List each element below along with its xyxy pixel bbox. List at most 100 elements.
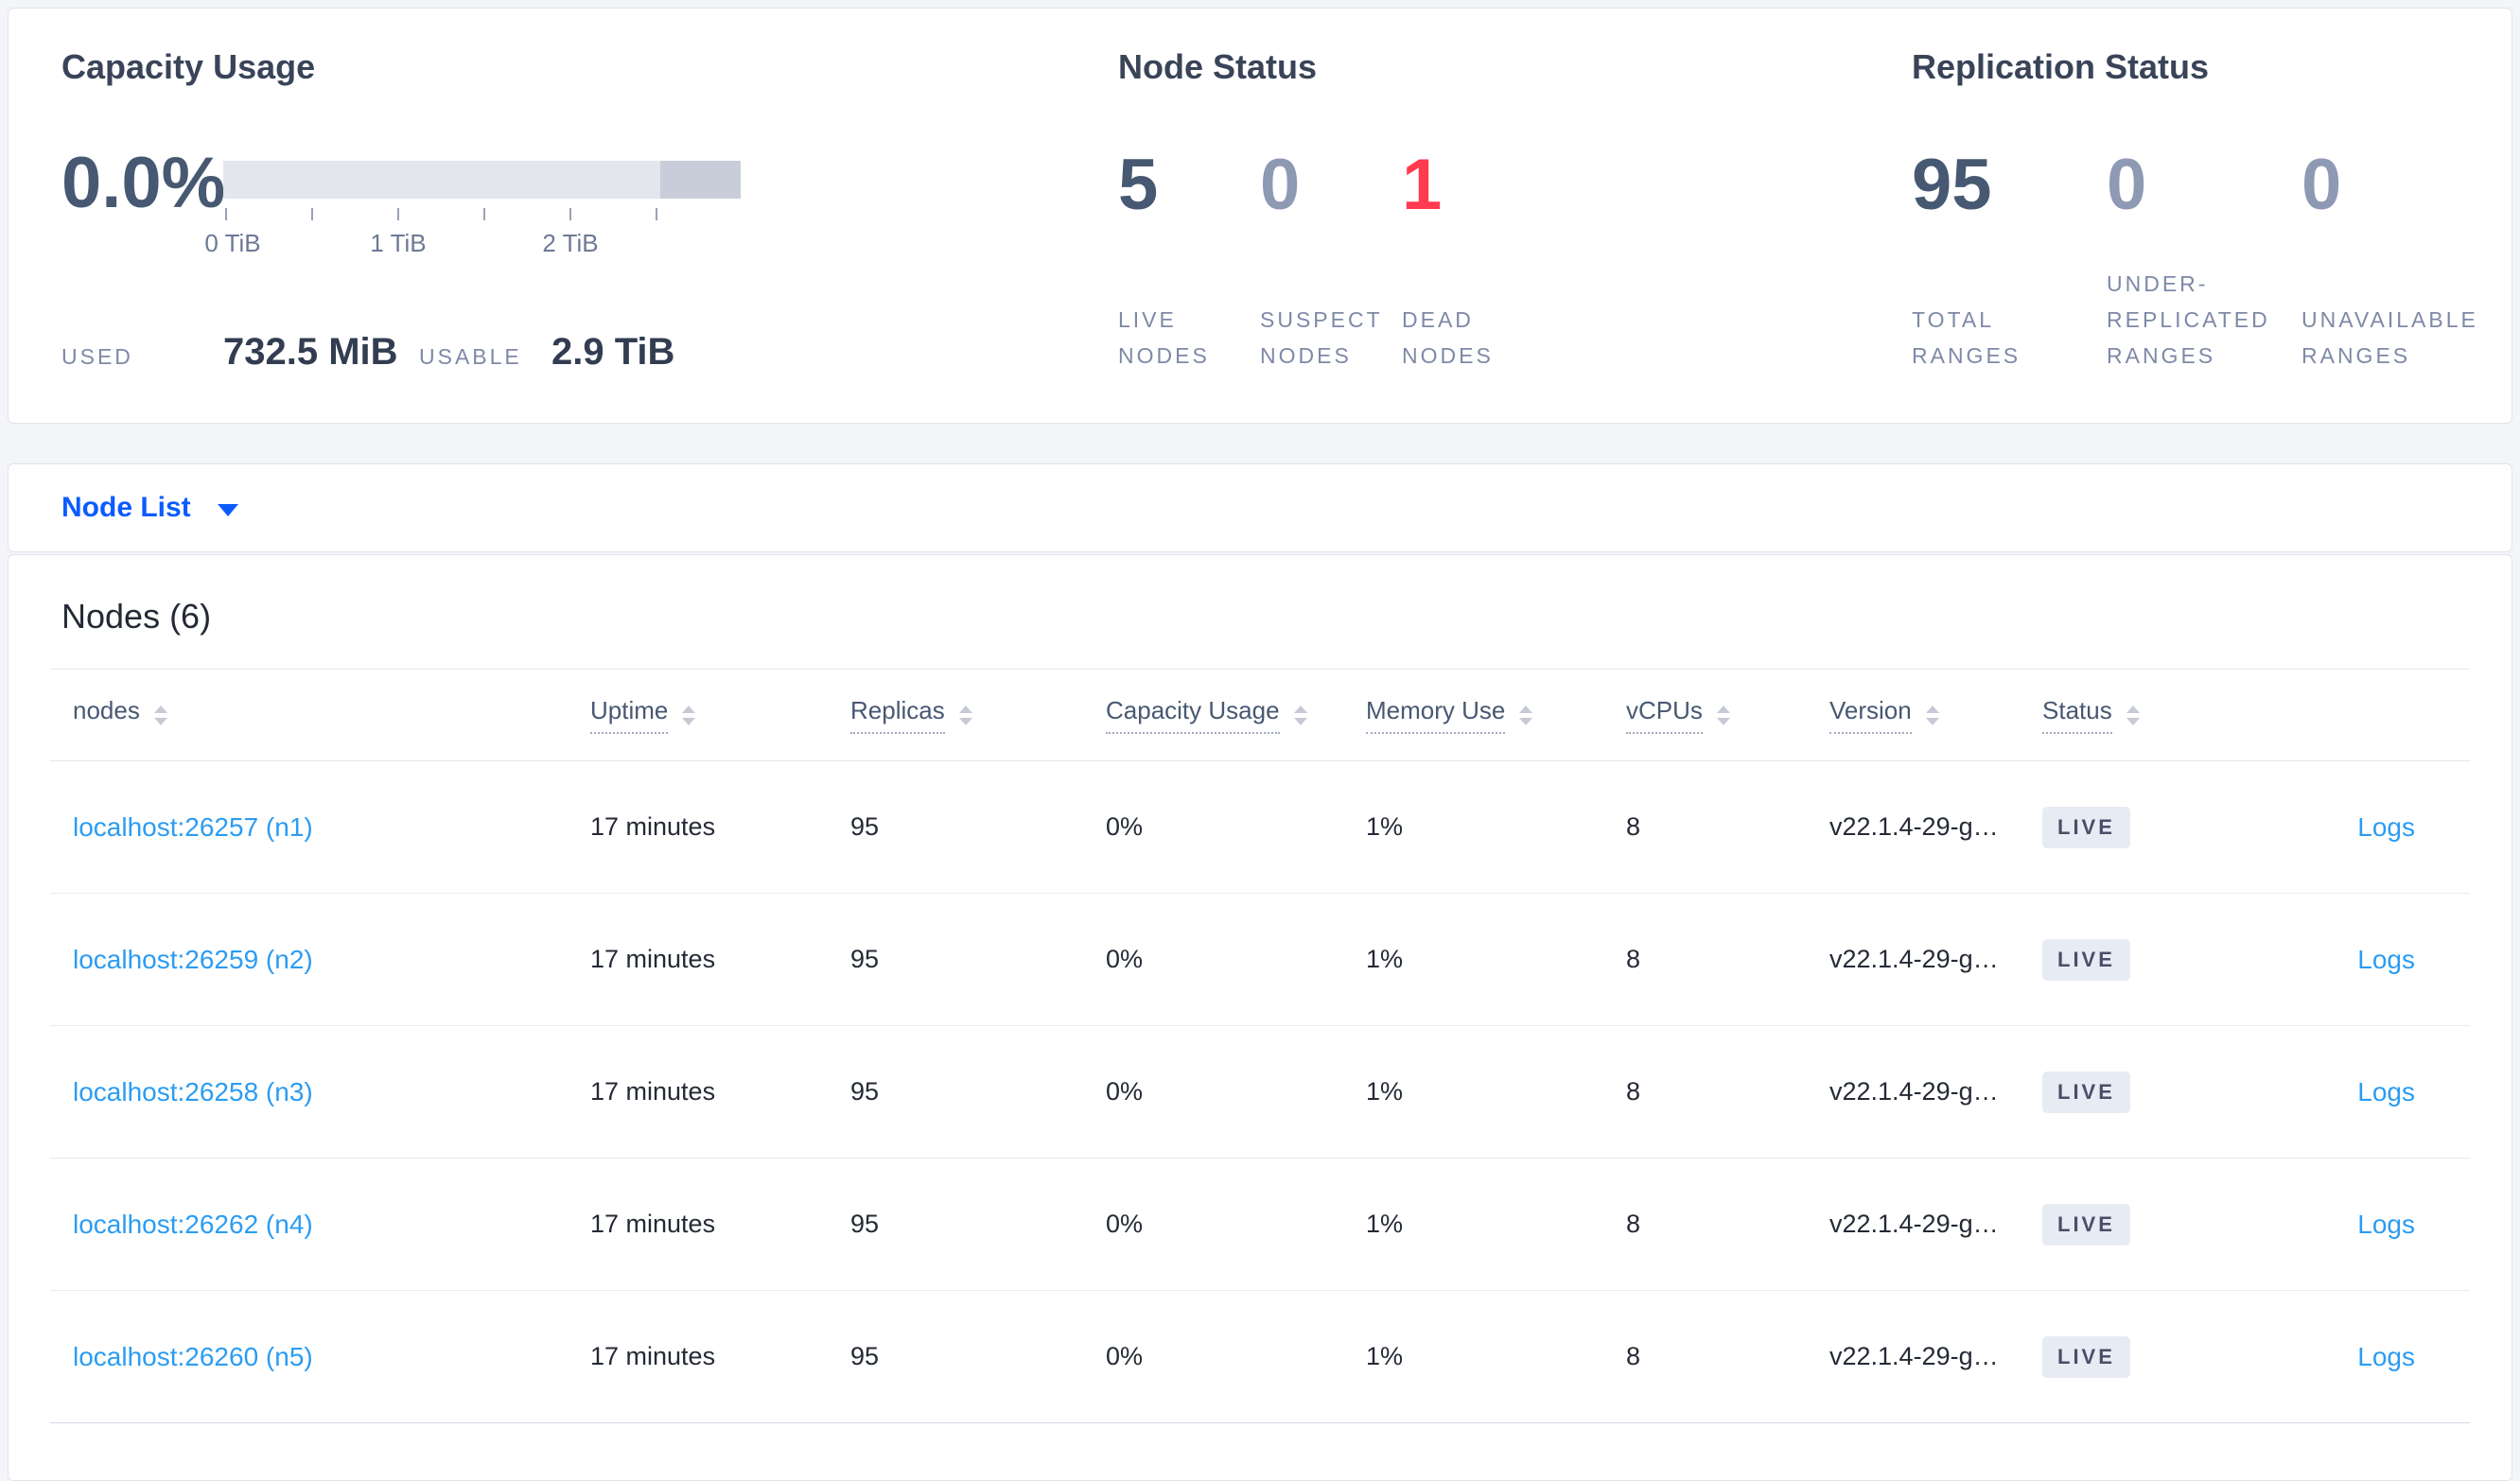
capacity-cell: 0% [1106,812,1144,841]
stat-value: 0 [2107,145,2147,226]
usable-value: 2.9 TiB [551,331,675,373]
stat-label: LIVE NODES [1118,307,1210,368]
tick-label-0: 0 TiB [204,229,261,258]
status-cell: LIVE [2042,806,2231,848]
sort-icon[interactable] [958,705,972,725]
stat-label: TOTAL RANGES [1912,307,2021,368]
view-selector-dropdown[interactable]: Node List [8,463,2512,552]
table-row: localhost:26262 (n4) 17 minutes 95 0% 1%… [50,1159,2470,1291]
capacity-usage-title: Capacity Usage [61,47,316,86]
capacity-axis-ticks [223,208,741,221]
stat-item: 95 TOTAL RANGES [1912,149,2107,374]
version-cell: v22.1.4-29-g… [1829,1077,1999,1106]
column-header-nodes[interactable]: nodes [73,696,590,734]
version-cell: v22.1.4-29-g… [1829,945,1999,973]
logs-link[interactable]: Logs [2357,944,2415,974]
status-badge: LIVE [2042,938,2130,981]
node-link[interactable]: localhost:26259 (n2) [73,944,313,974]
replicas-cell: 95 [850,1210,880,1238]
logs-link[interactable]: Logs [2357,1341,2415,1371]
capacity-cell: 0% [1106,945,1144,973]
stat-label: DEAD NODES [1402,307,1494,368]
status-badge: LIVE [2042,1071,2130,1113]
sort-icon[interactable] [153,705,167,725]
node-link[interactable]: localhost:26262 (n4) [73,1209,313,1239]
stat-item: 0 UNAVAILABLE RANGES [2301,149,2496,374]
used-label: USED [61,344,133,369]
stat-value: 0 [2301,145,2342,226]
nodes-table-card: Nodes (6) nodes Uptime Replicas Capacity… [8,554,2512,1481]
replication-status-stats: 95 TOTAL RANGES 0 UNDER-REPLICATED RANGE… [1912,149,2496,374]
sort-icon[interactable] [1293,705,1307,725]
table-row: localhost:26260 (n5) 17 minutes 95 0% 1%… [50,1291,2470,1423]
uptime-cell: 17 minutes [590,1210,716,1238]
node-link[interactable]: localhost:26257 (n1) [73,811,313,842]
logs-link[interactable]: Logs [2357,1209,2415,1239]
usable-label: USABLE [419,344,522,369]
replication-status-section: Replication Status 95 TOTAL RANGES 0 UND… [1912,46,2496,374]
stat-value: 95 [1912,145,1992,226]
version-cell: v22.1.4-29-g… [1829,812,1999,841]
capacity-usage-chart: 0 TiB 1 TiB 2 TiB [204,148,741,259]
node-status-stats: 5 LIVE NODES 0 SUSPECT NODES 1 DEAD NODE… [1118,149,1912,374]
capacity-cell: 0% [1106,1210,1144,1238]
replicas-cell: 95 [850,1077,880,1106]
column-header-uptime[interactable]: Uptime [590,696,850,734]
column-header-version[interactable]: Version [1829,696,2042,734]
capacity-bar-dark-segment [660,161,741,200]
table-header-row: nodes Uptime Replicas Capacity Usage Mem… [50,670,2470,761]
capacity-cell: 0% [1106,1342,1144,1370]
sort-icon[interactable] [2126,705,2140,725]
table-row: localhost:26258 (n3) 17 minutes 95 0% 1%… [50,1026,2470,1159]
replicas-cell: 95 [850,812,880,841]
stat-item: 1 DEAD NODES [1402,149,1544,374]
vcpus-cell: 8 [1626,812,1641,841]
memory-cell: 1% [1366,812,1404,841]
stat-item: 0 UNDER-REPLICATED RANGES [2107,149,2301,374]
column-header-capacity-usage[interactable]: Capacity Usage [1106,696,1366,734]
capacity-axis-labels: 0 TiB 1 TiB 2 TiB [204,229,741,259]
uptime-cell: 17 minutes [590,812,716,841]
table-row: localhost:26257 (n1) 17 minutes 95 0% 1%… [50,761,2470,894]
view-selector-label[interactable]: Node List [61,492,191,523]
column-header-replicas[interactable]: Replicas [850,696,1106,734]
stat-value: 0 [1260,145,1301,226]
sort-icon[interactable] [1925,705,1939,725]
stat-item: 0 SUSPECT NODES [1260,149,1402,374]
vcpus-cell: 8 [1626,1210,1641,1238]
capacity-cell: 0% [1106,1077,1144,1106]
used-value: 732.5 MiB [223,331,398,373]
version-cell: v22.1.4-29-g… [1829,1342,1999,1370]
vcpus-cell: 8 [1626,1342,1641,1370]
column-header-vcpus[interactable]: vCPUs [1626,696,1829,734]
node-status-section: Node Status 5 LIVE NODES 0 SUSPECT NODES… [1118,46,1912,374]
status-cell: LIVE [2042,1335,2231,1378]
uptime-cell: 17 minutes [590,945,716,973]
uptime-cell: 17 minutes [590,1342,716,1370]
stat-item: 5 LIVE NODES [1118,149,1260,374]
node-link[interactable]: localhost:26260 (n5) [73,1341,313,1371]
memory-cell: 1% [1366,1077,1404,1106]
sort-icon[interactable] [682,705,696,725]
status-badge: LIVE [2042,1203,2130,1246]
column-header-memory-use[interactable]: Memory Use [1366,696,1626,734]
capacity-usage-section: Capacity Usage 0.0% 0 TiB 1 TiB [61,46,1118,374]
capacity-bar [223,161,741,200]
vcpus-cell: 8 [1626,1077,1641,1106]
column-header-status[interactable]: Status [2042,696,2231,734]
tick-label-1: 1 TiB [370,229,427,258]
sort-icon[interactable] [1519,705,1533,725]
node-link[interactable]: localhost:26258 (n3) [73,1076,313,1106]
sort-icon[interactable] [1716,705,1730,725]
table-body: localhost:26257 (n1) 17 minutes 95 0% 1%… [9,761,2511,1423]
capacity-used-percent: 0.0% [61,143,226,224]
stat-label: UNAVAILABLE RANGES [2301,307,2478,368]
stat-label: UNDER-REPLICATED RANGES [2107,271,2270,368]
cluster-summary-panel: Capacity Usage 0.0% 0 TiB 1 TiB [8,8,2512,424]
stat-value: 1 [1402,145,1443,226]
logs-link[interactable]: Logs [2357,811,2415,842]
status-cell: LIVE [2042,1203,2231,1246]
logs-link[interactable]: Logs [2357,1076,2415,1106]
status-badge: LIVE [2042,806,2130,848]
replication-status-title: Replication Status [1912,47,2210,86]
